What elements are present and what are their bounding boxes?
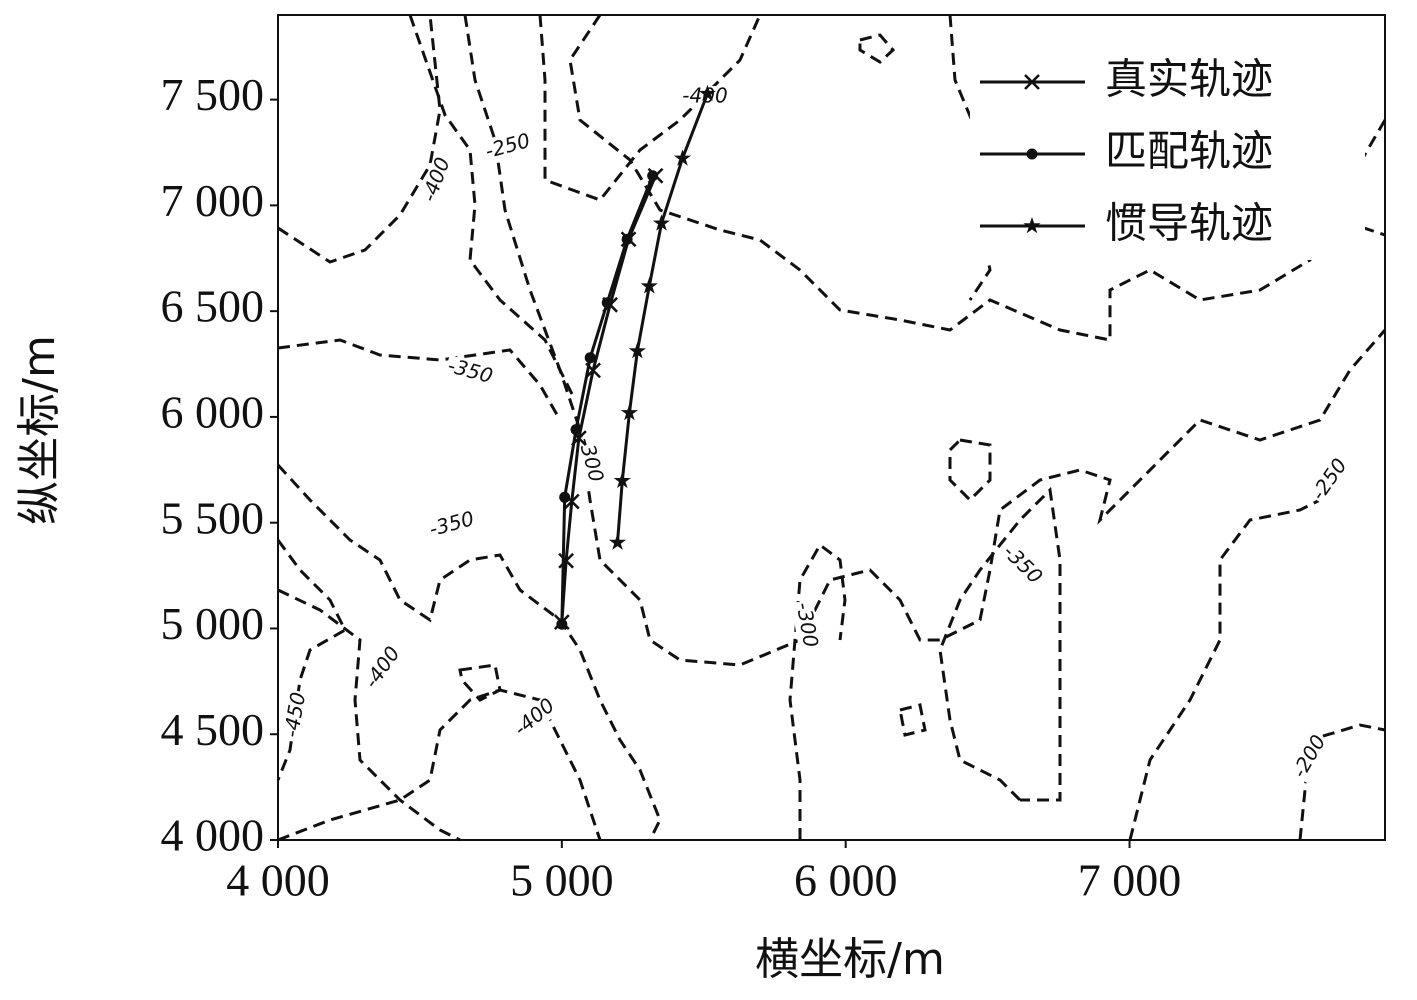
contour-label-bg — [443, 355, 497, 389]
x-tick-label: 4 000 — [226, 855, 330, 906]
marker-star — [698, 84, 716, 101]
contour-line — [277, 338, 562, 421]
y-tick-label: 5 000 — [161, 598, 265, 649]
series-line — [615, 93, 709, 543]
contour-line — [277, 14, 442, 264]
contour-label: -350 — [427, 506, 477, 541]
contour-line — [858, 33, 896, 64]
y-tick-label: 4 500 — [161, 704, 265, 755]
marker-dot — [559, 491, 571, 503]
y-tick-label: 7 000 — [161, 175, 265, 226]
marker-dot — [601, 297, 613, 309]
marker-star — [620, 403, 638, 421]
contour-label: -450 — [279, 690, 311, 739]
contour-label-bg — [425, 508, 479, 542]
contour-label-bg — [481, 130, 535, 164]
marker-cross — [558, 552, 574, 569]
contour-label-bg — [360, 642, 406, 694]
marker-star — [652, 214, 670, 231]
contour-line — [948, 438, 992, 503]
marker-dot — [584, 352, 596, 364]
marker-star — [673, 149, 691, 166]
marker-star — [628, 342, 646, 359]
marker-dot — [556, 618, 568, 630]
marker-star — [640, 277, 658, 294]
contour-line — [538, 14, 762, 202]
legend-label: 匹配轨迹 — [1105, 127, 1273, 176]
y-tick-label: 6 500 — [161, 281, 265, 332]
contour-line — [277, 688, 602, 842]
contour-line — [788, 542, 847, 840]
contour-label-bg — [280, 689, 312, 741]
contour-label-bg — [790, 599, 822, 651]
marker-star — [608, 533, 626, 550]
marker-star — [613, 471, 631, 489]
contour-label-bg — [997, 540, 1047, 590]
contour-label-bg — [418, 153, 456, 207]
contour-label-bg — [509, 694, 561, 742]
contour-label: -400 — [509, 693, 559, 741]
legend-marker — [1023, 217, 1041, 234]
contour-label-bg — [573, 433, 607, 487]
marker-dot — [570, 424, 582, 436]
y-tick-label: 6 000 — [161, 386, 265, 437]
x-tick-label: 7 000 — [1078, 855, 1182, 906]
contour-label: -250 — [483, 128, 533, 163]
plot-frame — [277, 14, 1386, 841]
contour-line — [276, 539, 347, 781]
x-tick-label: 6 000 — [794, 855, 898, 906]
contour-line — [568, 14, 1386, 342]
y-tick-label: 4 000 — [161, 810, 265, 861]
contour-line — [1128, 498, 1321, 841]
contour-line — [408, 14, 577, 401]
contour-line — [277, 588, 461, 842]
contour-label-bg — [1288, 730, 1332, 784]
x-axis-label: 横坐标/m — [755, 934, 945, 985]
contour-label-bg — [1307, 454, 1353, 506]
contour-line — [463, 14, 1387, 667]
contour-line — [276, 463, 662, 841]
contour-line — [458, 663, 502, 702]
series-line — [560, 175, 657, 623]
marker-dot — [621, 233, 633, 245]
legend-marker — [1024, 74, 1040, 90]
contour-line — [898, 703, 927, 737]
contour-label: -350 — [445, 353, 495, 388]
legend-marker — [1026, 148, 1038, 160]
y-axis-label: 纵坐标/m — [14, 335, 65, 525]
x-tick-label: 5 000 — [510, 855, 614, 906]
y-tick-label: 5 500 — [161, 492, 265, 543]
contour-line — [938, 486, 1062, 802]
series-line — [560, 175, 655, 625]
marker-dot — [647, 170, 659, 182]
legend-label: 真实轨迹 — [1105, 55, 1273, 104]
legend-label: 惯导轨迹 — [1105, 199, 1273, 248]
y-tick-label: 7 500 — [161, 69, 265, 120]
contour-label: -400 — [417, 154, 455, 205]
